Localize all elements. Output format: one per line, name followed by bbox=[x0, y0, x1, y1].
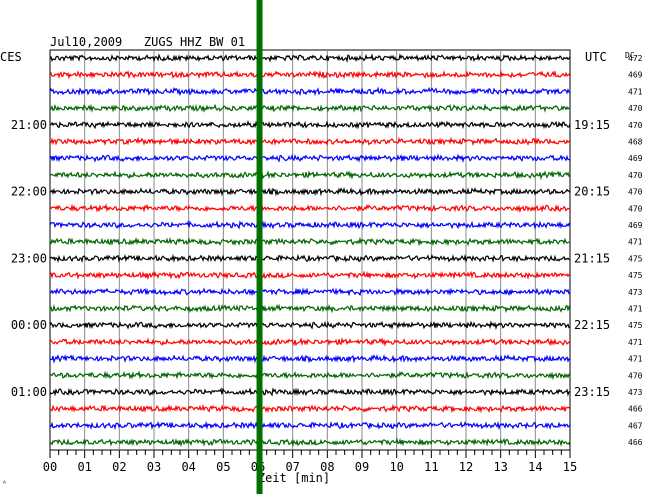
x-tick-label: 07 bbox=[285, 460, 299, 474]
plot-grid bbox=[49, 49, 571, 458]
x-tick-label: 14 bbox=[528, 460, 542, 474]
dc-value: 471 bbox=[628, 238, 643, 247]
dc-value: 471 bbox=[628, 355, 643, 364]
trace-row-4 bbox=[49, 103, 571, 113]
x-tick-label: 09 bbox=[355, 460, 369, 474]
dc-value: 475 bbox=[628, 321, 643, 330]
x-tick-label: 01 bbox=[77, 460, 91, 474]
dc-value: 473 bbox=[628, 288, 643, 297]
left-time-label: 23:00 bbox=[11, 251, 47, 265]
trace-row-9 bbox=[49, 186, 571, 197]
trace-row-18 bbox=[49, 337, 571, 347]
right-timezone-label: UTC bbox=[585, 50, 607, 64]
dc-label: DC bbox=[625, 51, 635, 60]
right-time-label: 20:15 bbox=[574, 185, 610, 199]
x-tick-label: 10 bbox=[389, 460, 403, 474]
dc-value: 470 bbox=[628, 371, 643, 380]
dc-value: 470 bbox=[628, 171, 643, 180]
trace-row-8 bbox=[49, 170, 571, 181]
right-time-label: 19:15 bbox=[574, 118, 610, 132]
dc-value: 467 bbox=[628, 421, 643, 430]
left-time-label: 22:00 bbox=[11, 185, 47, 199]
dc-value: 466 bbox=[628, 405, 643, 414]
right-time-label: 22:15 bbox=[574, 318, 610, 332]
dc-value: 469 bbox=[628, 221, 643, 230]
trace-row-1 bbox=[49, 53, 571, 64]
x-tick-label: 02 bbox=[112, 460, 126, 474]
trace-row-6 bbox=[49, 136, 571, 147]
trace-row-13 bbox=[49, 253, 571, 264]
right-time-label: 21:15 bbox=[574, 251, 610, 265]
right-time-label: 23:15 bbox=[574, 385, 610, 399]
trace-row-24 bbox=[49, 437, 571, 448]
x-tick-label: 12 bbox=[459, 460, 473, 474]
x-tick-label: 15 bbox=[563, 460, 577, 474]
dc-value: 469 bbox=[628, 154, 643, 163]
dc-value: 470 bbox=[628, 121, 643, 130]
trace-row-17 bbox=[49, 320, 571, 331]
trace-row-20 bbox=[49, 370, 571, 381]
trace-row-14 bbox=[49, 270, 571, 281]
dc-value: 466 bbox=[628, 438, 643, 447]
trace-row-10 bbox=[49, 203, 571, 214]
chart-title: Jul10,2009 ZUGS HHZ BW 01 bbox=[50, 35, 245, 49]
dc-value: 471 bbox=[628, 305, 643, 314]
seismic-traces bbox=[49, 53, 571, 448]
left-time-label: 21:00 bbox=[11, 118, 47, 132]
x-tick-label: 03 bbox=[147, 460, 161, 474]
trace-row-12 bbox=[49, 236, 571, 247]
dc-value: 470 bbox=[628, 204, 643, 213]
trace-row-15 bbox=[49, 287, 571, 297]
dc-value: 475 bbox=[628, 254, 643, 263]
chart-labels: Jul10,2009 ZUGS HHZ BW 01 CES UTC DC 21:00 22… bbox=[0, 35, 643, 488]
x-tick-label: 11 bbox=[424, 460, 438, 474]
dc-value: 471 bbox=[628, 338, 643, 347]
x-tick-label: 00 bbox=[43, 460, 57, 474]
dc-value: 470 bbox=[628, 188, 643, 197]
x-axis-label: Zeit [min] bbox=[258, 471, 330, 485]
dc-value: 469 bbox=[628, 71, 643, 80]
trace-row-5 bbox=[49, 120, 571, 130]
trace-row-21 bbox=[49, 387, 571, 397]
corner-mark: ᴬ bbox=[2, 479, 7, 488]
x-tick-label: 13 bbox=[493, 460, 507, 474]
trace-row-19 bbox=[49, 353, 571, 364]
trace-row-2 bbox=[49, 69, 571, 80]
dc-value: 472 bbox=[628, 54, 643, 63]
left-time-label: 01:00 bbox=[11, 385, 47, 399]
dc-value: 470 bbox=[628, 104, 643, 113]
dc-value: 473 bbox=[628, 388, 643, 397]
trace-row-16 bbox=[49, 303, 571, 314]
dc-value: 471 bbox=[628, 87, 643, 96]
x-tick-label: 08 bbox=[320, 460, 334, 474]
dc-value: 475 bbox=[628, 271, 643, 280]
trace-row-7 bbox=[49, 153, 570, 164]
trace-row-3 bbox=[49, 86, 571, 97]
left-time-label: 00:00 bbox=[11, 318, 47, 332]
x-tick-label: 04 bbox=[181, 460, 195, 474]
trace-row-23 bbox=[49, 420, 571, 431]
trace-row-22 bbox=[49, 403, 571, 414]
left-timezone-label: CES bbox=[0, 50, 22, 64]
x-tick-label: 05 bbox=[216, 460, 230, 474]
trace-row-11 bbox=[49, 220, 571, 230]
dc-value: 468 bbox=[628, 138, 643, 147]
